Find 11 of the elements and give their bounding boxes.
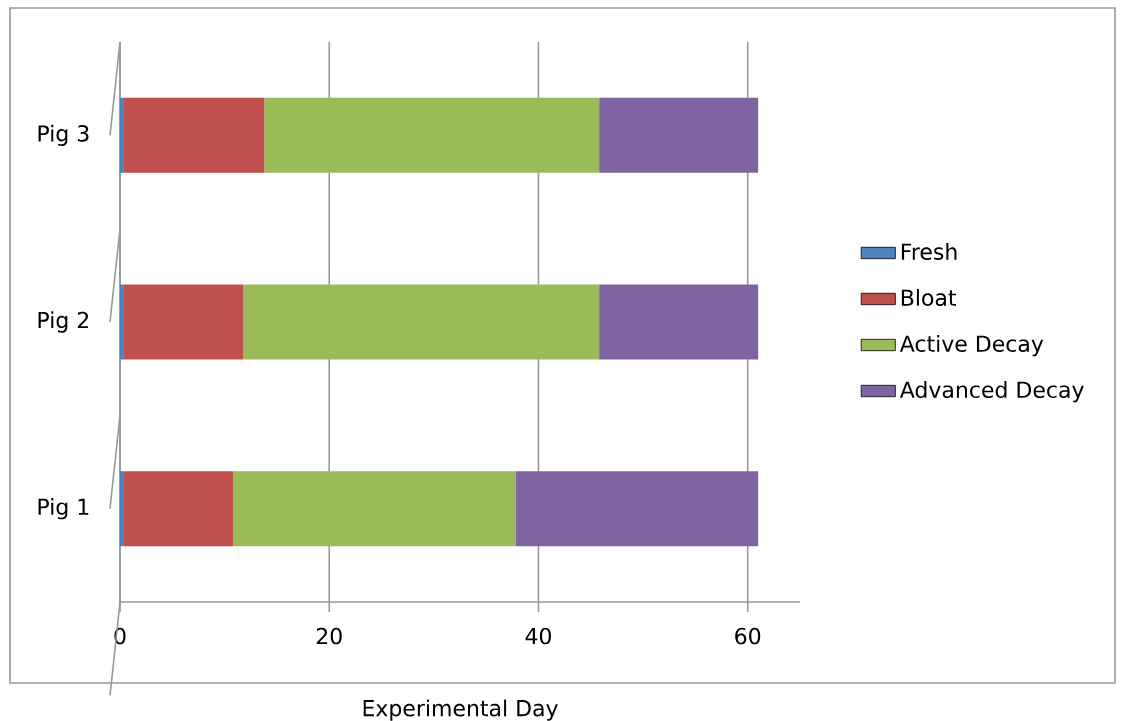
x-tick-label: 20 (316, 627, 342, 645)
y-tick-label: Pig 1 (38, 498, 89, 520)
legend-label: Bloat (901, 288, 956, 307)
legend-label: Active Decay (899, 334, 1044, 357)
y-tick-label: Pig 3 (38, 124, 89, 146)
legend-label: Advanced Decay (899, 381, 1084, 403)
legend-label: Fresh (901, 242, 957, 260)
x-tick-label: 40 (525, 627, 551, 645)
x-axis-title: Experimental Day (363, 699, 558, 721)
y-tick-label: Pig 2 (38, 311, 89, 333)
x-tick-label: 60 (735, 627, 761, 645)
